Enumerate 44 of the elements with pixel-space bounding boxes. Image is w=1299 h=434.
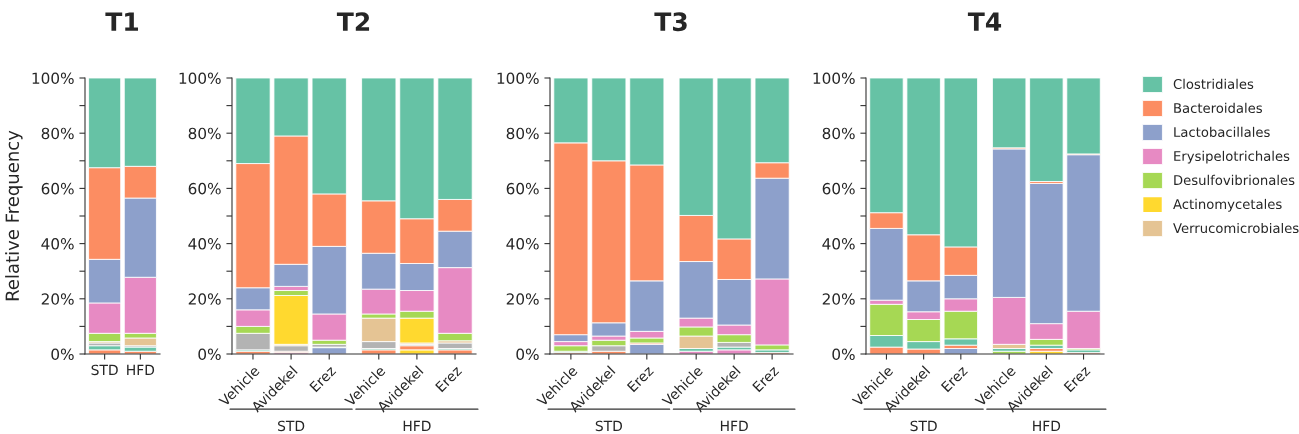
- text: HFD: [720, 420, 748, 431]
- y-tick-label: 60%: [822, 182, 855, 195]
- y-tick-label: 60%: [188, 182, 221, 195]
- text: HFD: [403, 420, 431, 431]
- y-tick-label: 80%: [506, 127, 539, 140]
- text: HFD: [1033, 420, 1061, 431]
- y-tick-label: 40%: [822, 238, 855, 250]
- y-tick-label: 80%: [41, 127, 74, 140]
- text: STD: [278, 420, 305, 432]
- legend-label: Lactobacillales: [1174, 126, 1270, 138]
- x-tick-label: HFD: [127, 364, 155, 375]
- y-tick-label: 40%: [41, 238, 74, 250]
- legend-label: Clostridiales: [1173, 78, 1254, 90]
- legend-label: Erysipelotrichales: [1174, 150, 1290, 164]
- y-tick-label: 0%: [516, 348, 539, 361]
- x-tick-label: STD: [91, 364, 118, 376]
- legend-label: Desulfovibrionales: [1174, 174, 1295, 186]
- y-tick-label: 60%: [41, 182, 74, 195]
- y-tick-label: 80%: [822, 127, 855, 140]
- text: STD: [910, 420, 937, 432]
- legend-label: Verrucomicrobiales: [1173, 222, 1299, 234]
- text: STD: [595, 420, 623, 432]
- y-tick-label: 40%: [506, 238, 539, 250]
- y-tick-label: 100%: [497, 72, 539, 85]
- y-axis-title: Relative Frequency: [5, 130, 23, 301]
- y-tick-label: 60%: [506, 182, 539, 195]
- y-tick-label: 20%: [41, 293, 74, 305]
- y-tick-label: 100%: [179, 72, 221, 85]
- y-tick-label: 80%: [188, 127, 221, 140]
- y-tick-label: 40%: [188, 238, 221, 250]
- y-tick-label: 20%: [188, 293, 221, 305]
- legend-label: Actinomycetales: [1173, 198, 1282, 212]
- y-tick-label: 0%: [51, 348, 74, 361]
- y-tick-label: 0%: [198, 348, 221, 361]
- y-tick-label: 20%: [506, 293, 539, 305]
- y-tick-label: 20%: [822, 293, 855, 305]
- y-tick-label: 100%: [813, 72, 855, 85]
- chart-title: T1: [105, 12, 138, 31]
- y-tick-label: 100%: [32, 72, 74, 85]
- chart-title: T3: [654, 12, 687, 32]
- legend-label: Bacteroidales: [1174, 102, 1263, 114]
- chart-title: T4: [967, 12, 1002, 31]
- chart-title: T2: [336, 12, 370, 31]
- y-tick-label: 0%: [832, 348, 855, 361]
